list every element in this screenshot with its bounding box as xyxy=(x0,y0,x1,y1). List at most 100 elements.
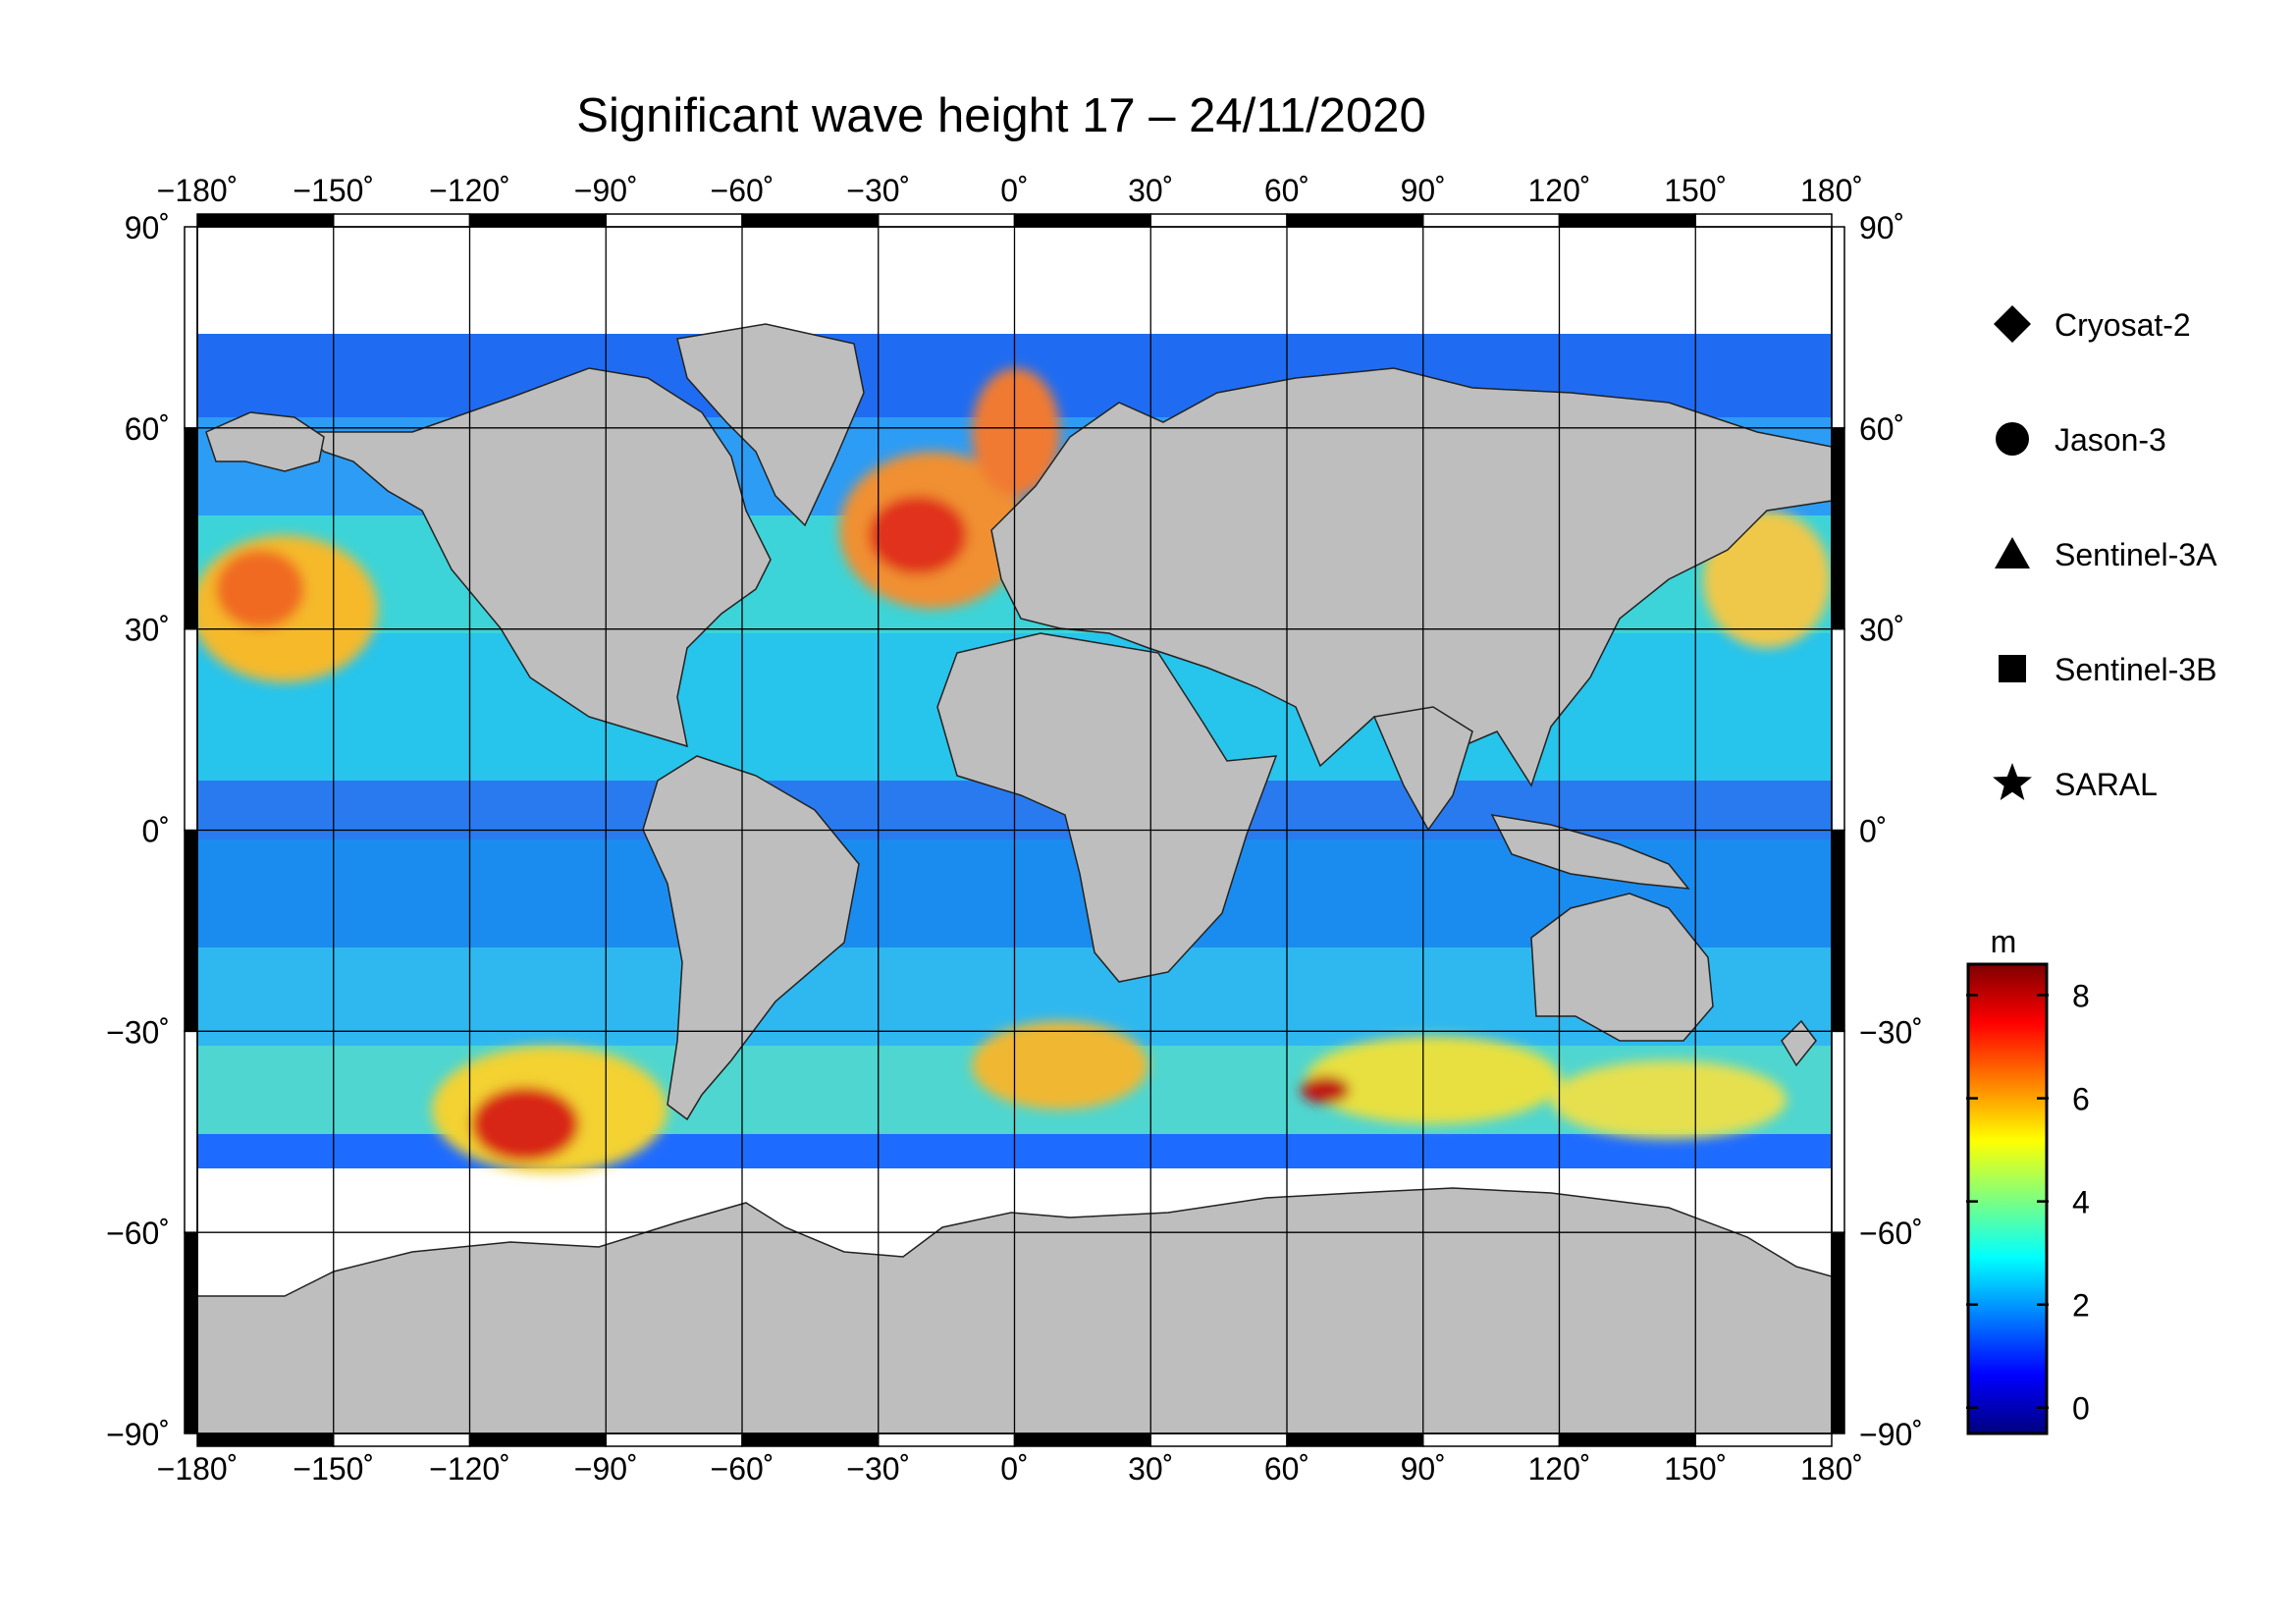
frame-bar-left xyxy=(184,829,198,1033)
frame-bar-bottom xyxy=(1149,1433,1288,1447)
diamond-icon xyxy=(1994,305,2031,343)
lon-tick-label-top: −60˚ xyxy=(711,173,774,208)
frame-bar-bottom xyxy=(878,1433,1016,1447)
lat-tick-label-right: −30˚ xyxy=(1859,1014,1923,1050)
frame-bar-right xyxy=(1831,627,1845,832)
high-waves-south-pacific-core xyxy=(471,1087,579,1162)
lat-tick-label-right: 60˚ xyxy=(1859,411,1904,447)
lat-tick-label-left: −30˚ xyxy=(106,1014,170,1050)
lon-tick-label-bottom: −120˚ xyxy=(429,1451,510,1487)
square-icon xyxy=(1999,655,2026,682)
land-south-america xyxy=(642,755,860,1121)
frame-bar-bottom xyxy=(333,1433,471,1447)
frame-bar-top xyxy=(1422,213,1561,228)
legend-item-label: SARAL xyxy=(2055,767,2158,802)
lon-tick-label-top: 60˚ xyxy=(1264,173,1309,208)
page-title: Significant wave height 17 – 24/11/2020 xyxy=(576,89,1426,142)
lon-tick-label-bottom: −90˚ xyxy=(574,1451,638,1487)
lat-tick-label-right: 30˚ xyxy=(1859,613,1904,648)
lon-tick-label-top: 120˚ xyxy=(1527,173,1590,208)
land-alaska xyxy=(205,411,325,472)
frame-outline xyxy=(196,226,1833,1434)
frame-bar-top xyxy=(468,213,607,228)
map-plot-area xyxy=(197,227,1832,1434)
colorbar-tick-label: 2 xyxy=(2072,1288,2090,1324)
frame-bar-right xyxy=(1831,829,1845,1033)
frame-bar-top xyxy=(878,213,1016,228)
colorbar-tick-label: 4 xyxy=(2072,1185,2090,1220)
lon-tick-label-top: 150˚ xyxy=(1664,173,1727,208)
legend-item-label: Sentinel-3B xyxy=(2055,652,2216,687)
wave-height-colorbar: m 0 2 4 6 8 xyxy=(1966,924,2090,1435)
high-waves-south-indian xyxy=(1306,1036,1561,1124)
lon-tick-label-top: 90˚ xyxy=(1401,173,1446,208)
map-frame xyxy=(184,213,1845,1447)
axis-tick-labels: −180˚ −180˚ −150˚ −150˚ −120˚ −120˚ −90˚ −90˚ −6… xyxy=(106,173,1923,1487)
frame-bar-top xyxy=(1149,213,1288,228)
lon-tick-label-bottom: 150˚ xyxy=(1664,1451,1727,1487)
legend-item-label: Sentinel-3A xyxy=(2055,537,2217,572)
triangle-icon xyxy=(1995,537,2030,568)
high-waves-north-pacific-core xyxy=(216,550,304,628)
frame-bar-right xyxy=(1831,226,1845,429)
high-waves-nw-pacific xyxy=(1703,511,1831,648)
colorbar-tick-label: 0 xyxy=(2072,1391,2090,1427)
frame-bar-left xyxy=(184,427,198,630)
frame-bar-top xyxy=(1558,213,1696,228)
frame-bar-bottom xyxy=(1013,1433,1151,1447)
lat-tick-label-right: 0˚ xyxy=(1859,814,1887,849)
frame-bar-left xyxy=(184,1030,198,1233)
circle-icon xyxy=(1996,422,2029,456)
frame-bar-bottom xyxy=(1558,1433,1696,1447)
land-greenland xyxy=(676,323,865,527)
land-australia xyxy=(1530,893,1714,1042)
frame-bar-left xyxy=(184,627,198,832)
lat-tick-label-left: −60˚ xyxy=(106,1216,170,1251)
lat-tick-label-left: 60˚ xyxy=(125,411,170,447)
lat-tick-label-left: −90˚ xyxy=(106,1417,170,1452)
colorbar-tick-label: 6 xyxy=(2072,1082,2090,1117)
colorbar-gradient xyxy=(1966,962,2049,1435)
frame-bar-bottom xyxy=(196,1433,335,1447)
land-eurasia xyxy=(990,367,1832,787)
lon-tick-label-bottom: −30˚ xyxy=(846,1451,910,1487)
high-waves-south-atlantic xyxy=(972,1021,1148,1109)
lon-tick-label-top: −90˚ xyxy=(574,173,638,208)
land-new-zealand xyxy=(1781,1019,1817,1067)
frame-bar-top xyxy=(605,213,743,228)
lat-tick-label-left: 90˚ xyxy=(125,210,170,245)
lat-tick-label-right: −60˚ xyxy=(1859,1216,1923,1251)
lon-tick-label-top: −120˚ xyxy=(429,173,510,208)
lon-tick-label-bottom: 180˚ xyxy=(1800,1451,1863,1487)
lat-tick-label-right: −90˚ xyxy=(1859,1417,1923,1452)
lon-tick-label-bottom: 60˚ xyxy=(1264,1451,1309,1487)
colorbar-unit-label: m xyxy=(1991,924,2017,959)
frame-bar-top xyxy=(741,213,880,228)
land-southeast-asia-islands xyxy=(1490,814,1690,890)
high-waves-south-indian-core xyxy=(1301,1076,1350,1104)
frame-bar-top xyxy=(1013,213,1151,228)
lon-tick-label-top: −180˚ xyxy=(157,173,239,208)
legend-item-label: Cryosat-2 xyxy=(2055,307,2191,343)
lat-tick-label-left: 0˚ xyxy=(142,814,170,849)
lon-tick-label-bottom: 90˚ xyxy=(1401,1451,1446,1487)
colorbar-tick-label: 8 xyxy=(2072,979,2090,1014)
legend-item-label: Jason-3 xyxy=(2055,422,2166,458)
frame-bar-left xyxy=(184,1231,198,1434)
lat-tick-label-right: 90˚ xyxy=(1859,210,1904,245)
frame-bar-top xyxy=(196,213,335,228)
lon-tick-label-bottom: 0˚ xyxy=(1000,1451,1028,1487)
lat-tick-label-left: 30˚ xyxy=(125,613,170,648)
frame-bar-bottom xyxy=(1286,1433,1424,1447)
frame-bar-top xyxy=(333,213,471,228)
lon-tick-label-bottom: 120˚ xyxy=(1527,1451,1590,1487)
lon-tick-label-bottom: −180˚ xyxy=(157,1451,239,1487)
frame-bar-bottom xyxy=(605,1433,743,1447)
frame-bar-right xyxy=(1831,1030,1845,1233)
frame-bar-bottom xyxy=(468,1433,607,1447)
lon-tick-label-bottom: 30˚ xyxy=(1128,1451,1173,1487)
frame-bar-right xyxy=(1831,427,1845,630)
frame-bar-top xyxy=(1286,213,1424,228)
lon-tick-label-top: −150˚ xyxy=(293,173,374,208)
